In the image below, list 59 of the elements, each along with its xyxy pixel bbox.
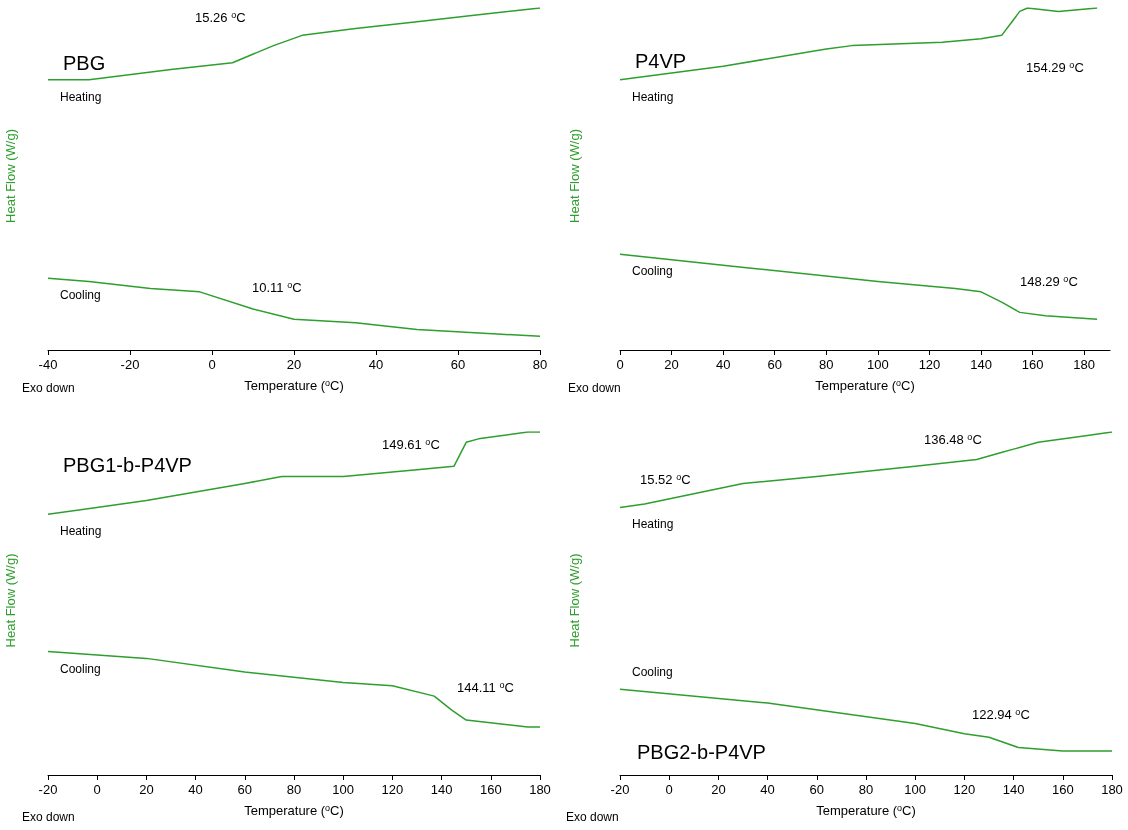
x-tick-label: 20 xyxy=(664,357,679,372)
x-tick-label: 0 xyxy=(616,357,624,372)
x-tick-label: 100 xyxy=(904,782,927,797)
x-tick-label: 140 xyxy=(1002,782,1025,797)
series-label: Cooling xyxy=(60,288,101,303)
text: Exo down xyxy=(22,810,75,824)
x-tick-label: -20 xyxy=(610,782,630,797)
y-axis-title: Heat Flow (W/g) xyxy=(567,128,582,223)
x-tick-label: 60 xyxy=(450,357,466,372)
x-tick-label: 80 xyxy=(819,357,834,372)
text: PBG2-b-P4VP xyxy=(637,741,766,763)
text: Exo down xyxy=(568,381,621,395)
x-tick-label: 160 xyxy=(1021,357,1044,372)
x-tick-label: 0 xyxy=(93,782,101,797)
text: PBG1-b-P4VP xyxy=(63,454,192,476)
series-label: Cooling xyxy=(632,665,673,680)
x-tick-label: 180 xyxy=(529,782,551,797)
x-tick-label: 0 xyxy=(208,357,216,372)
x-tick-label: 20 xyxy=(711,782,726,797)
x-tick-label: 0 xyxy=(665,782,673,797)
x-tick-label: 60 xyxy=(767,357,782,372)
text: Exo down xyxy=(566,810,619,824)
series-label: Cooling xyxy=(60,661,101,676)
y-axis-title: Heat Flow (W/g) xyxy=(3,128,18,223)
x-tick-label: 100 xyxy=(332,782,355,797)
x-tick-label: 20 xyxy=(139,782,154,797)
series-label: Heating xyxy=(60,89,102,104)
series-label: Heating xyxy=(60,524,102,539)
x-tick-label: 100 xyxy=(867,357,889,372)
series-label: Cooling xyxy=(632,264,673,279)
x-tick-label: 120 xyxy=(953,782,976,797)
text: P4VP xyxy=(635,50,687,72)
x-tick-label: 40 xyxy=(368,357,384,372)
x-tick-label: 40 xyxy=(715,357,731,372)
x-tick-label: 160 xyxy=(479,782,502,797)
series-label: Heating xyxy=(632,89,674,104)
x-tick-label: 180 xyxy=(1101,782,1123,797)
x-tick-label: 140 xyxy=(430,782,453,797)
x-tick-label: 120 xyxy=(381,782,404,797)
x-tick-label: 60 xyxy=(237,782,253,797)
x-tick-label: 60 xyxy=(809,782,825,797)
y-axis-title: Heat Flow (W/g) xyxy=(3,553,18,648)
series-label: Heating xyxy=(632,517,674,532)
x-tick-label: 20 xyxy=(286,357,302,372)
x-tick-label: -20 xyxy=(120,357,140,372)
x-tick-label: -20 xyxy=(38,782,58,797)
x-tick-label: 160 xyxy=(1051,782,1074,797)
x-tick-label: 40 xyxy=(760,782,775,797)
x-tick-label: 40 xyxy=(188,782,203,797)
x-tick-label: 140 xyxy=(970,357,992,372)
x-tick-label: 120 xyxy=(918,357,941,372)
text: PBG xyxy=(63,52,106,74)
text: Exo down xyxy=(22,381,75,395)
x-tick-label: -40 xyxy=(38,357,58,372)
x-tick-label: 80 xyxy=(858,782,874,797)
x-tick-label: 80 xyxy=(286,782,302,797)
y-axis-title: Heat Flow (W/g) xyxy=(567,553,582,648)
x-tick-label: 180 xyxy=(1073,357,1096,372)
x-tick-label: 80 xyxy=(532,357,548,372)
